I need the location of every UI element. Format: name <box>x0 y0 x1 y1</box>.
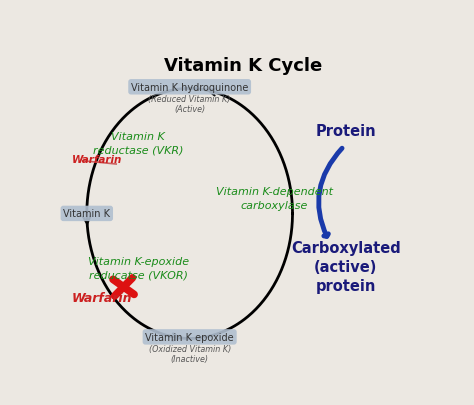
Text: Vitamin K hydroquinone: Vitamin K hydroquinone <box>131 83 248 93</box>
FancyArrowPatch shape <box>319 149 342 237</box>
Text: (Reduced Vitamin K): (Reduced Vitamin K) <box>148 95 231 104</box>
Text: (Active): (Active) <box>174 105 205 114</box>
Text: Vitamin K-dependent
carboxylase: Vitamin K-dependent carboxylase <box>216 187 333 210</box>
Text: Vitamin K epoxide: Vitamin K epoxide <box>146 332 234 342</box>
Text: Vitamin K Cycle: Vitamin K Cycle <box>164 56 322 75</box>
Text: (Inactive): (Inactive) <box>171 354 209 363</box>
Text: Vitamin K
reductase (VKR): Vitamin K reductase (VKR) <box>93 132 183 156</box>
Text: Carboxylated
(active)
protein: Carboxylated (active) protein <box>291 241 401 293</box>
Text: Protein: Protein <box>316 124 376 139</box>
Text: Warfarin: Warfarin <box>72 292 133 305</box>
Text: Warfarin: Warfarin <box>72 154 122 164</box>
Text: Vitamin K: Vitamin K <box>64 209 110 219</box>
Text: (Oxidized Vitamin K): (Oxidized Vitamin K) <box>148 344 231 354</box>
Text: Vitamin K-epoxide
reducatse (VKOR): Vitamin K-epoxide reducatse (VKOR) <box>88 257 189 280</box>
